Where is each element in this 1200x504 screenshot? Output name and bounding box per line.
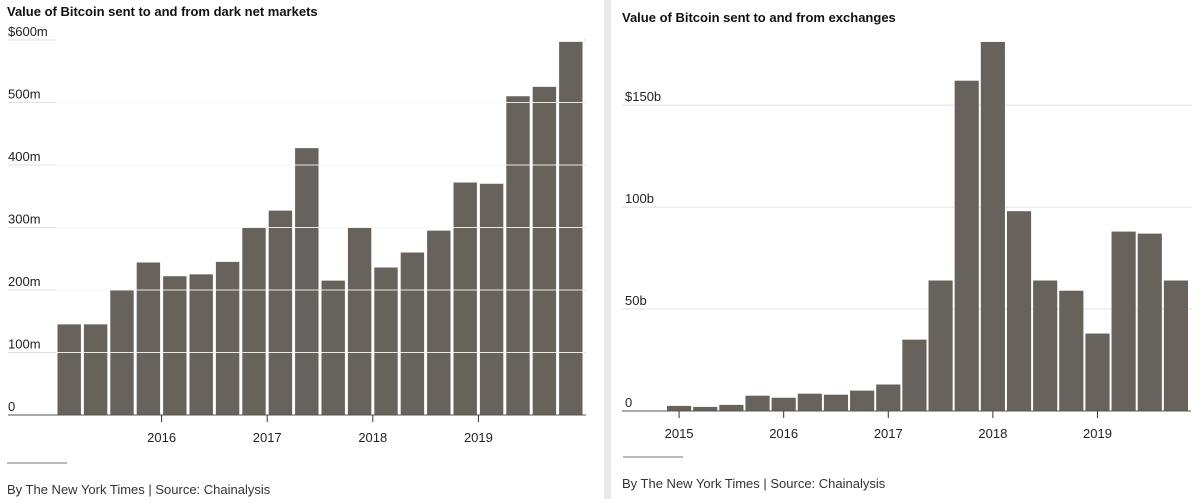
y-tick-label: 50b <box>625 293 647 308</box>
bar <box>667 405 692 411</box>
chart-title: Value of Bitcoin sent to and from dark n… <box>7 4 318 19</box>
x-tick-label: 2018 <box>358 430 387 445</box>
x-tick-label: 2016 <box>769 426 798 441</box>
bar <box>928 280 953 411</box>
bar <box>1137 233 1162 411</box>
bar <box>347 227 372 415</box>
bar <box>427 230 451 415</box>
bar <box>57 324 81 415</box>
bar <box>954 80 979 411</box>
x-tick-label: 2017 <box>253 430 282 445</box>
bar <box>163 276 187 415</box>
y-tick-label: 200m <box>8 274 41 289</box>
bar <box>453 182 477 415</box>
bar <box>823 394 849 411</box>
y-tick-label: 0 <box>625 395 632 410</box>
bar <box>797 393 822 411</box>
x-tick-label: 2019 <box>1083 426 1112 441</box>
bar <box>1085 333 1110 411</box>
x-tick-label: 2019 <box>464 430 493 445</box>
bar <box>400 252 425 415</box>
bar <box>902 339 927 411</box>
bar <box>374 267 398 415</box>
bar <box>295 148 319 415</box>
y-tick-label: 100m <box>8 337 41 352</box>
dark-net-markets-chart: Value of Bitcoin sent to and from dark n… <box>7 4 586 497</box>
bar <box>980 41 1005 411</box>
bar <box>321 280 345 415</box>
dark-net-markets-panel: Value of Bitcoin sent to and from dark n… <box>0 0 604 499</box>
source-credit: By The New York Times | Source: Chainaly… <box>7 482 271 497</box>
bar <box>1163 280 1188 411</box>
source-credit: By The New York Times | Source: Chainaly… <box>622 476 886 491</box>
bar <box>1111 231 1136 411</box>
bar <box>876 384 901 411</box>
exchanges-panel: Value of Bitcoin sent to and from exchan… <box>604 0 1200 499</box>
bar <box>771 397 796 411</box>
y-tick-label: $150b <box>625 89 661 104</box>
x-tick-label: 2018 <box>978 426 1007 441</box>
bar <box>268 210 293 415</box>
bar <box>693 406 718 411</box>
y-tick-label: 300m <box>8 212 41 227</box>
bar <box>215 261 240 415</box>
bar <box>479 183 504 415</box>
bar <box>532 86 557 415</box>
bar <box>719 404 744 411</box>
chart-title: Value of Bitcoin sent to and from exchan… <box>622 10 896 25</box>
y-tick-label: 0 <box>8 399 15 414</box>
bar <box>242 227 266 415</box>
bar <box>189 274 213 415</box>
bar <box>506 96 530 415</box>
bar <box>850 390 875 411</box>
bar <box>1006 211 1032 411</box>
bar <box>1033 280 1058 411</box>
x-tick-label: 2015 <box>665 426 694 441</box>
y-tick-label: 100b <box>625 191 654 206</box>
bar <box>83 324 108 415</box>
y-tick-label: $600m <box>8 24 48 39</box>
y-tick-label: 500m <box>8 87 41 102</box>
bar <box>559 41 583 415</box>
bar <box>745 395 770 411</box>
y-tick-label: 400m <box>8 149 41 164</box>
x-tick-label: 2016 <box>147 430 176 445</box>
bar <box>136 262 161 415</box>
exchanges-chart: Value of Bitcoin sent to and from exchan… <box>622 10 1192 491</box>
x-tick-label: 2017 <box>874 426 903 441</box>
bar <box>1059 290 1084 411</box>
